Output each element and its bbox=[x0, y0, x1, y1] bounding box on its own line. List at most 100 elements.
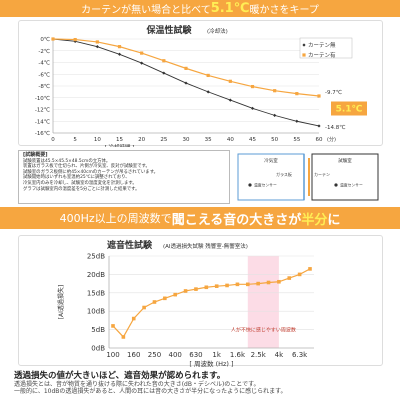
sound-insulation-chart: 遮音性試験 (AI透過損失試験 残響室-無響室法) 0dB 5dB 10dB 15dB 20… bbox=[57, 239, 314, 368]
chart2-y-tick-label: 20dB bbox=[87, 271, 105, 279]
test-overview-line: 試験開始時はいずれも室温約25℃に調整されており、 bbox=[23, 175, 130, 181]
chart2-highlight-band bbox=[247, 256, 279, 348]
chart1-x-tick-label: 50 bbox=[271, 137, 278, 143]
chart1-diff-label: 5.1℃ bbox=[336, 105, 363, 115]
chart2-x-tick-label: 250 bbox=[148, 351, 161, 359]
chart1-point bbox=[250, 106, 255, 110]
cold-room-box bbox=[237, 153, 305, 201]
chart1-x-tick-label: 10 bbox=[94, 137, 101, 143]
chart1-point bbox=[51, 37, 55, 41]
chart2-point bbox=[142, 305, 146, 310]
chart2-x-tick-label: 4k bbox=[275, 351, 284, 359]
chart1-x-tick-label: 20 bbox=[138, 137, 145, 143]
chart1-point bbox=[295, 119, 299, 123]
chart1-y-tick-label: -14℃ bbox=[35, 118, 50, 125]
chart1-title: 保温性試験 bbox=[145, 24, 192, 36]
test-overview-line: グラフは試験室内の温度差を5分ごとに計測した結果です。 bbox=[23, 186, 140, 192]
chart1-point bbox=[184, 81, 188, 85]
sensor-left-dot bbox=[248, 183, 252, 187]
test-room-box bbox=[311, 153, 379, 201]
chart2-y-tick-label: 10dB bbox=[87, 308, 105, 316]
chart1-x-tick-label: 45 bbox=[249, 137, 256, 143]
chart2-point bbox=[173, 292, 178, 297]
chart2-x-tick-label: 100 bbox=[106, 351, 119, 359]
chart2-point bbox=[131, 316, 136, 321]
sound-banner-pre: 400Hz以上の周波数で bbox=[59, 212, 172, 225]
chart1-point bbox=[317, 94, 321, 98]
test-room-label: 試験室 bbox=[338, 157, 352, 164]
warmth-banner-pre: カーテンが無い場合と比べて bbox=[81, 5, 211, 16]
chart1-point bbox=[95, 40, 99, 44]
chart2-x-label: [ 周波数 (Hz) ] bbox=[189, 359, 233, 367]
chart2-point bbox=[194, 287, 198, 291]
chart1-x-tick-label: 0 bbox=[51, 137, 55, 143]
chart2-y-tick-label: 15dB bbox=[87, 289, 105, 297]
chart1-x-tick-label: 5 bbox=[73, 137, 77, 143]
chart2-point bbox=[277, 279, 281, 284]
chart2-point bbox=[287, 276, 292, 280]
chart2-point bbox=[121, 335, 126, 339]
test-apparatus-diagram: 冷気室 試験室 ガラス板 カーテン 温度センサー 温度センサー bbox=[236, 152, 380, 202]
chart1-x-label: [ 冷却時間 ] bbox=[105, 143, 135, 147]
chart2-x-tick-label: 1k bbox=[212, 351, 221, 359]
chart1-x-unit: (分) bbox=[327, 136, 336, 143]
chart1-y-tick-label: -4℃ bbox=[38, 60, 50, 67]
chart2-x-tick-label: 400 bbox=[169, 351, 182, 359]
chart2-subtitle: (AI透過損失試験 残響室-無響室法) bbox=[163, 242, 248, 250]
chart1-point bbox=[162, 59, 166, 63]
chart1-end-label-b: -14.8℃ bbox=[325, 124, 345, 131]
test-overview-line: 試験装置は45.5×45.5×48.5cmの立方体。 bbox=[23, 158, 111, 164]
chart1-legend-marker bbox=[302, 53, 306, 57]
footer-explanation: 透過損失の値が大きいほど、遮音効果が認められます。 透過損失とは、音が物質を通り… bbox=[14, 372, 386, 396]
chart2-y-tick-label: 25dB bbox=[87, 253, 105, 261]
chart2-point bbox=[266, 280, 271, 285]
chart2-y-label: [AI透過損失] bbox=[57, 285, 65, 320]
test-overview-line: 装置はガラス板で仕切られ、片側が冷気室、反対が試験室です。 bbox=[23, 164, 150, 170]
chart1-point bbox=[184, 66, 188, 70]
chart1-legend-label: カーテン有 bbox=[308, 51, 336, 59]
chart1-point bbox=[250, 84, 255, 89]
chart1-point bbox=[117, 45, 122, 49]
chart1-diff-badge bbox=[331, 101, 367, 116]
chart1-legend-box bbox=[299, 37, 353, 59]
chart1-point bbox=[73, 37, 77, 42]
chart2-point bbox=[225, 283, 229, 288]
chart1-y-tick-label: -10℃ bbox=[35, 95, 50, 102]
heat-retention-chart-panel: 保温性試験 (冷却法) 0℃ -2℃ -4℃ -6℃ -8℃ -10℃ -12℃ -14℃ -16℃… bbox=[18, 20, 383, 151]
chart1-subtitle: (冷却法) bbox=[207, 27, 228, 35]
sensor-right-label: 温度センサー bbox=[340, 183, 363, 188]
chart2-x-tick-label: 6.3k bbox=[292, 351, 308, 359]
test-overview-line: 冷気室内のみを冷却し、試験室の温度変化を計測します。 bbox=[23, 180, 137, 186]
chart1-point bbox=[117, 52, 122, 56]
chart1-x-tick-label: 25 bbox=[160, 137, 167, 143]
chart1-end-label-a: -9.7℃ bbox=[325, 89, 342, 96]
chart1-point bbox=[95, 45, 99, 49]
footer-line: 透過損失とは、音が物質を通り抜ける際に失われた音の大きさ(dB・デシベル)のこと… bbox=[14, 381, 260, 388]
test-overview-line: 試験室のガラス板側に約45×40cmのカーテンが吊るされています。 bbox=[23, 169, 159, 175]
sensor-left-label: 温度センサー bbox=[254, 183, 277, 188]
chart2-point bbox=[256, 281, 260, 286]
chart1-x-tick-label: 55 bbox=[293, 137, 300, 143]
apparatus-svg: 冷気室 試験室 ガラス板 カーテン 温度センサー 温度センサー bbox=[237, 153, 379, 201]
chart1-point bbox=[140, 61, 144, 65]
chart1-x-tick-label: 60 bbox=[316, 137, 323, 143]
chart2-title: 遮音性試験 bbox=[107, 239, 153, 251]
chart1-y-tick-label: -6℃ bbox=[38, 71, 50, 78]
cold-room-label: 冷気室 bbox=[264, 157, 278, 164]
chart2-point bbox=[163, 296, 167, 301]
chart2-point bbox=[245, 282, 250, 287]
footer-line: 一般的に、10dBの透過損失があると、人間の耳には音の大きさが半分になったように… bbox=[14, 388, 287, 395]
chart2-x-tick-label: 2.5k bbox=[251, 351, 267, 359]
chart1-point bbox=[273, 89, 277, 93]
glass-plate-label: ガラス板 bbox=[276, 171, 292, 177]
chart1-point bbox=[295, 92, 299, 96]
chart1-point bbox=[162, 71, 166, 75]
chart2-point bbox=[152, 300, 157, 304]
chart2-y-tick-label: 5dB bbox=[91, 326, 105, 334]
warmth-banner: カーテンが無い場合と比べて 5.1℃ 暖かさをキープ bbox=[0, 0, 400, 17]
chart1-point bbox=[273, 113, 277, 117]
curtain-label: カーテン bbox=[314, 171, 330, 177]
chart2-band-label: 人が不快に感じやすい周波数 bbox=[231, 327, 296, 334]
chart1-y-tick-label: 0℃ bbox=[40, 36, 50, 43]
chart1-y-tick-label: -2℃ bbox=[38, 48, 50, 55]
